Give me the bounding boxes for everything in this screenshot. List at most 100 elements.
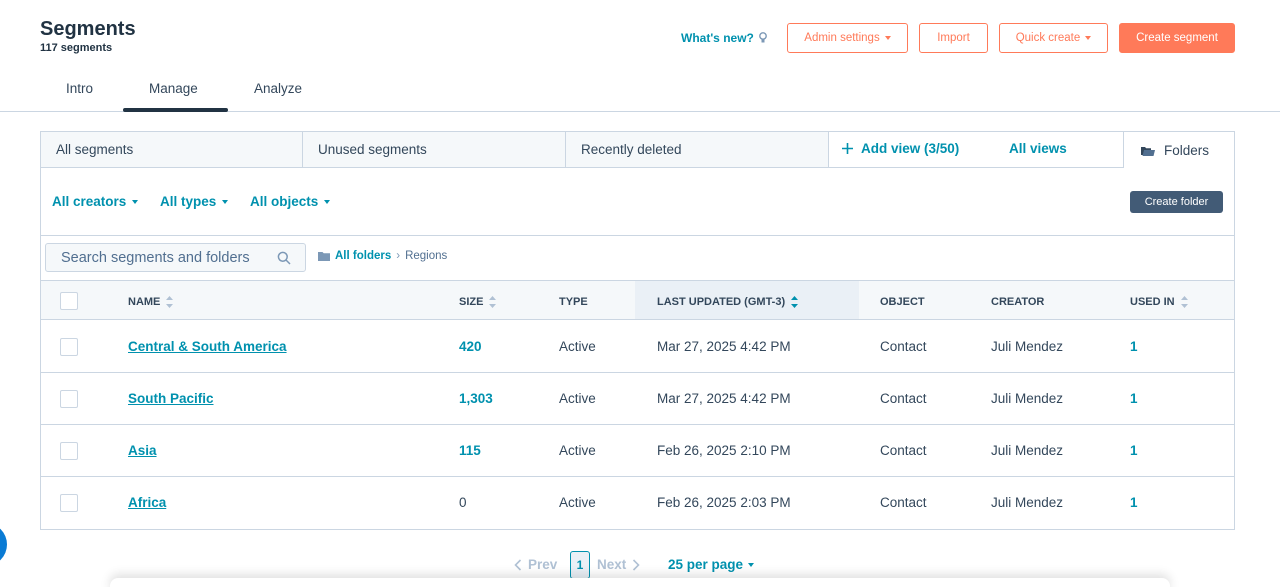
quick-create-button[interactable]: Quick create	[999, 23, 1108, 53]
segment-used-in[interactable]: 1	[1130, 443, 1138, 458]
page-title: Segments	[40, 18, 136, 40]
search-input[interactable]	[61, 249, 271, 266]
search-box	[45, 243, 306, 272]
select-all-checkbox[interactable]	[60, 292, 78, 310]
column-header-type: TYPE	[559, 296, 588, 308]
page-header: Segments 117 segments What's new? Admin …	[0, 0, 1280, 112]
segment-creator: Juli Mendez	[991, 391, 1064, 406]
column-header-last-updated[interactable]: LAST UPDATED (GMT-3)	[657, 296, 799, 308]
breadcrumb-all-folders[interactable]: All folders	[335, 250, 392, 262]
prev-page-button[interactable]: Prev	[514, 557, 557, 572]
column-header-size[interactable]: SIZE	[459, 296, 497, 308]
segment-object: Contact	[880, 391, 927, 406]
caret-down-icon	[884, 36, 891, 40]
tab-manage[interactable]: Manage	[149, 81, 198, 96]
filter-label: All types	[160, 194, 217, 209]
bottom-bar-edge	[110, 578, 1170, 587]
segment-name-link[interactable]: Central & South America	[128, 339, 287, 354]
page-number-button[interactable]: 1	[570, 551, 590, 579]
segment-object: Contact	[880, 443, 927, 458]
filter-all-types[interactable]: All types	[160, 194, 229, 209]
segment-last-updated: Feb 26, 2025 2:03 PM	[657, 495, 791, 510]
segment-size[interactable]: 420	[459, 339, 482, 354]
folder-icon	[318, 252, 330, 261]
add-view-button[interactable]: Add view (3/50)	[841, 141, 959, 156]
column-label: NAME	[128, 296, 161, 308]
admin-settings-button[interactable]: Admin settings	[787, 23, 908, 53]
segment-type: Active	[559, 495, 596, 510]
chevron-right-icon: ›	[396, 250, 401, 262]
segment-size[interactable]: 115	[459, 443, 481, 458]
view-tab-all-segments[interactable]: All segments	[40, 131, 303, 168]
folders-label: Folders	[1164, 142, 1210, 158]
column-header-creator: CREATOR	[991, 296, 1044, 308]
row-checkbox[interactable]	[60, 442, 78, 460]
import-button[interactable]: Import	[919, 23, 988, 53]
plus-icon	[842, 143, 853, 154]
filter-all-creators[interactable]: All creators	[52, 194, 139, 209]
column-header-used-in[interactable]: USED IN	[1130, 296, 1188, 308]
column-label: SIZE	[459, 296, 484, 308]
column-label: TYPE	[559, 296, 588, 308]
per-page-dropdown[interactable]: 25 per page	[668, 557, 755, 572]
tab-analyze[interactable]: Analyze	[254, 81, 303, 96]
view-tab-label: Recently deleted	[581, 142, 682, 157]
sorted-column-highlight	[635, 281, 859, 319]
column-header-name[interactable]: NAME	[128, 296, 174, 308]
segment-object: Contact	[880, 495, 927, 510]
segment-name-link[interactable]: South Pacific	[128, 391, 214, 406]
whats-new-label: What's new?	[681, 31, 754, 45]
filter-label: All creators	[52, 194, 127, 209]
segment-name-link[interactable]: Asia	[128, 443, 157, 458]
segment-type: Active	[559, 339, 596, 354]
caret-down-icon	[324, 199, 331, 204]
view-tab-unused-segments[interactable]: Unused segments	[302, 131, 566, 168]
create-folder-button[interactable]: Create folder	[1130, 191, 1223, 213]
caret-down-icon	[222, 199, 229, 204]
next-page-button[interactable]: Next	[597, 557, 640, 572]
segment-used-in[interactable]: 1	[1130, 391, 1138, 406]
filter-all-objects[interactable]: All objects	[250, 194, 331, 209]
view-tab-label: All segments	[56, 142, 134, 157]
filters-divider	[41, 235, 1234, 236]
quick-create-label: Quick create	[1015, 32, 1081, 44]
whats-new-link[interactable]: What's new?	[681, 31, 768, 45]
column-label: LAST UPDATED (GMT-3)	[657, 296, 786, 308]
segment-last-updated: Mar 27, 2025 4:42 PM	[657, 339, 791, 354]
views-divider	[40, 167, 1123, 168]
segment-used-in[interactable]: 1	[1130, 339, 1138, 354]
segment-count: 117 segments	[40, 42, 113, 54]
column-label: USED IN	[1130, 296, 1175, 308]
create-segment-button[interactable]: Create segment	[1119, 23, 1235, 53]
view-tab-label: Unused segments	[318, 142, 427, 157]
segment-used-in[interactable]: 1	[1130, 495, 1138, 510]
search-icon[interactable]	[277, 251, 291, 265]
segment-creator: Juli Mendez	[991, 339, 1064, 354]
view-tab-recently-deleted[interactable]: Recently deleted	[565, 131, 829, 168]
folders-tab[interactable]: Folders	[1123, 131, 1235, 168]
segment-last-updated: Mar 27, 2025 4:42 PM	[657, 391, 791, 406]
row-checkbox[interactable]	[60, 338, 78, 356]
admin-settings-label: Admin settings	[804, 32, 880, 44]
segment-type: Active	[559, 391, 596, 406]
tab-intro[interactable]: Intro	[66, 81, 94, 96]
segment-size[interactable]: 1,303	[459, 391, 493, 406]
import-label: Import	[937, 32, 970, 44]
breadcrumb: All folders › Regions	[318, 250, 447, 262]
segment-creator: Juli Mendez	[991, 443, 1064, 458]
row-checkbox[interactable]	[60, 390, 78, 408]
help-chat-button[interactable]	[0, 523, 7, 566]
table-row: Central & South America 420 Active Mar 2…	[41, 321, 1234, 373]
per-page-label: 25 per page	[668, 557, 744, 572]
next-label: Next	[597, 557, 627, 572]
table-row: South Pacific 1,303 Active Mar 27, 2025 …	[41, 373, 1234, 425]
breadcrumb-current: Regions	[405, 250, 448, 262]
all-views-link[interactable]: All views	[1009, 141, 1067, 156]
segment-name-link[interactable]: Africa	[128, 495, 167, 510]
segment-object: Contact	[880, 339, 927, 354]
sort-icon	[166, 296, 174, 308]
row-checkbox[interactable]	[60, 494, 78, 512]
filter-label: All objects	[250, 194, 319, 209]
active-tab-indicator	[123, 108, 228, 112]
chevron-right-icon	[633, 558, 640, 571]
